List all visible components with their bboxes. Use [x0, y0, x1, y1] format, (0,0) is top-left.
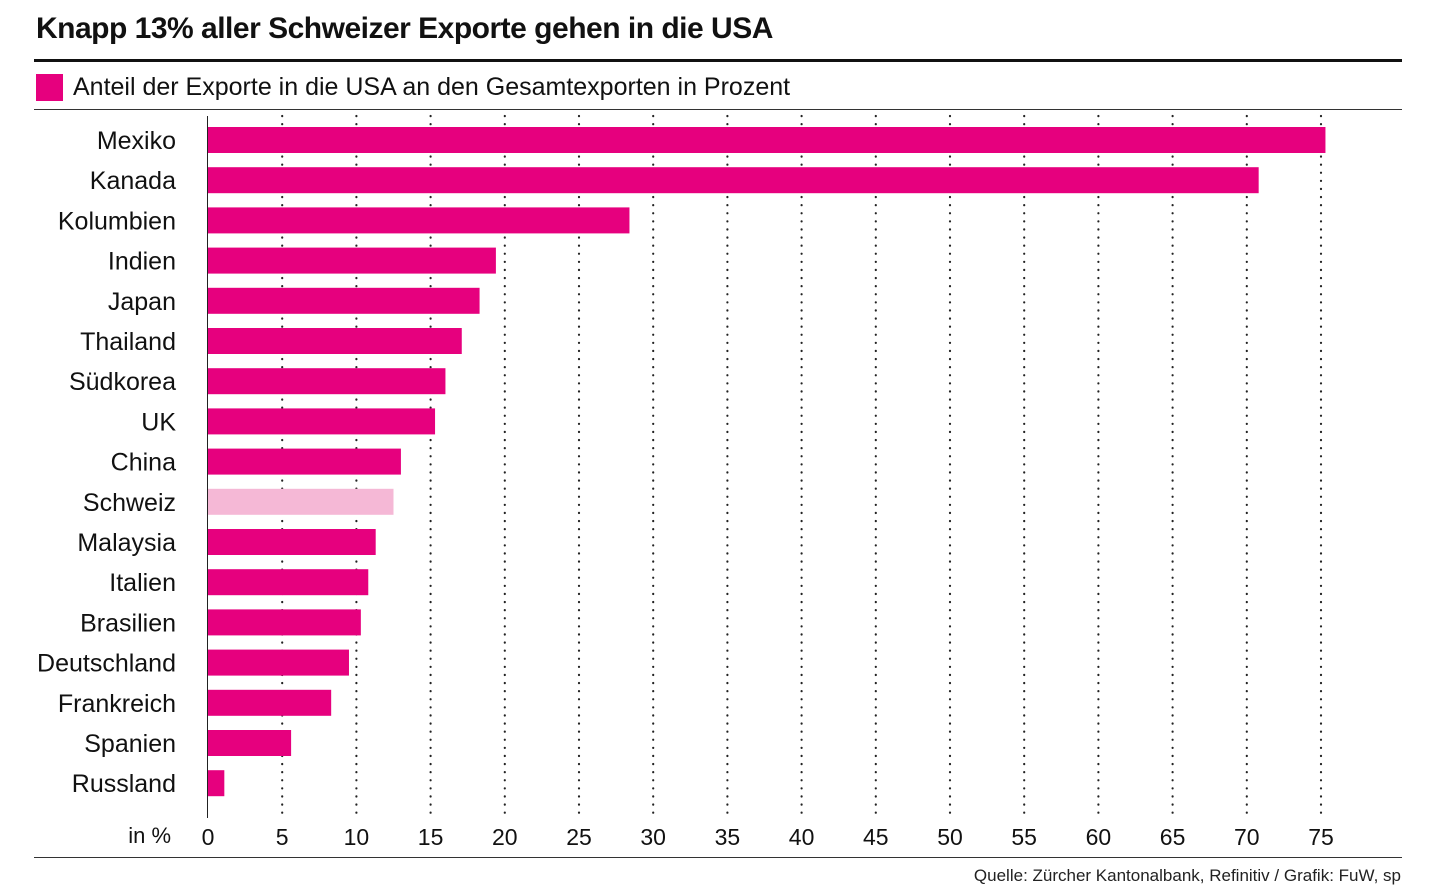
- legend-label: Anteil der Exporte in die USA an den Ges…: [73, 72, 791, 101]
- x-tick-label: 65: [1160, 824, 1186, 850]
- x-axis-label: in %: [128, 823, 171, 848]
- category-label: Frankreich: [58, 690, 176, 718]
- x-tick-label: 35: [715, 824, 741, 850]
- x-tick-label: 50: [937, 824, 963, 850]
- x-tick-label: 40: [789, 824, 815, 850]
- bar: [208, 448, 401, 475]
- x-tick-label: 30: [640, 824, 666, 850]
- legend: Anteil der Exporte in die USA an den Ges…: [36, 70, 790, 104]
- x-tick-label: 60: [1086, 824, 1112, 850]
- category-label: Kanada: [90, 167, 176, 195]
- footer-rule: [34, 857, 1402, 858]
- x-tick-label: 0: [202, 824, 215, 850]
- title-rule: [34, 59, 1402, 62]
- bar: [208, 368, 446, 395]
- x-tick-label: 70: [1234, 824, 1260, 850]
- x-tick-label: 15: [418, 824, 444, 850]
- x-tick-label: 45: [863, 824, 889, 850]
- category-label: Malaysia: [77, 529, 176, 557]
- category-label: UK: [141, 408, 176, 436]
- bar: [208, 167, 1259, 194]
- category-label: Kolumbien: [58, 207, 176, 235]
- category-label: Schweiz: [83, 489, 176, 517]
- bar: [208, 569, 369, 596]
- bar: [208, 207, 630, 234]
- bar: [208, 730, 292, 756]
- bar: [208, 770, 225, 797]
- x-tick-label: 20: [492, 824, 518, 850]
- x-tick-label: 55: [1011, 824, 1037, 850]
- bar: [208, 287, 480, 314]
- legend-swatch: [36, 73, 63, 101]
- legend-rule: [34, 109, 1402, 110]
- bar: [208, 689, 332, 716]
- bar: [208, 247, 496, 274]
- chart-title: Knapp 13% aller Schweizer Exporte gehen …: [36, 12, 773, 45]
- category-label: Spanien: [84, 730, 176, 758]
- bar: [208, 488, 394, 515]
- bar: [208, 609, 361, 636]
- category-label: China: [111, 449, 176, 477]
- category-label: Indien: [108, 248, 176, 276]
- bar: [208, 529, 376, 555]
- bar: [208, 649, 349, 676]
- x-tick-label: 75: [1308, 824, 1334, 850]
- category-label: Japan: [108, 288, 176, 316]
- bar: [208, 408, 436, 435]
- category-label: Thailand: [80, 328, 176, 356]
- bar: [208, 127, 1326, 153]
- category-label: Deutschland: [37, 650, 176, 678]
- x-tick-label: 25: [566, 824, 592, 850]
- category-label: Russland: [72, 770, 176, 798]
- category-label: Südkorea: [69, 368, 176, 396]
- bar: [208, 328, 462, 354]
- category-label: Italien: [109, 569, 176, 597]
- source-note: Quelle: Zürcher Kantonalbank, Refinitiv …: [973, 866, 1401, 885]
- x-tick-label: 10: [344, 824, 370, 850]
- category-label: Brasilien: [80, 609, 176, 637]
- category-label: Mexiko: [97, 127, 176, 155]
- x-tick-label: 5: [276, 824, 289, 850]
